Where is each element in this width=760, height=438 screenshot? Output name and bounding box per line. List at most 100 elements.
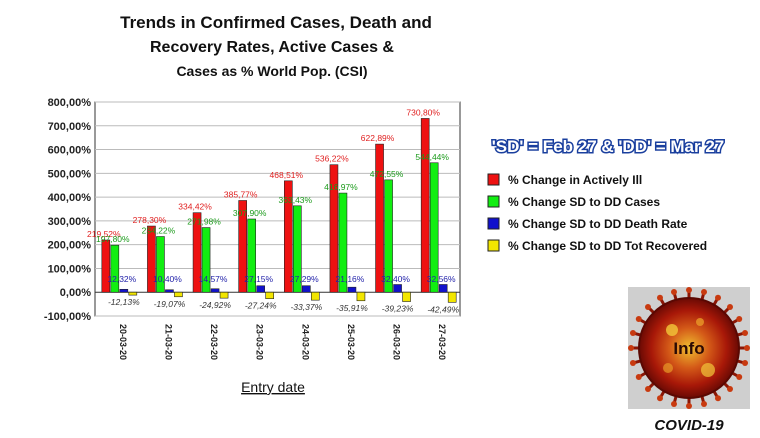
- bar: [110, 244, 120, 293]
- virus-spike-tip: [744, 345, 750, 351]
- virus-spike-tip: [628, 345, 634, 351]
- virus-spike-tip: [629, 329, 636, 336]
- x-tick-label: 23-03-20: [255, 324, 265, 360]
- bar: [429, 162, 439, 293]
- date-banner: 'SD' = Feb 27 & 'DD' = Mar 27: [492, 137, 725, 156]
- bar: [174, 291, 183, 298]
- bar: [284, 180, 293, 293]
- bar: [156, 236, 165, 293]
- bar: [402, 291, 411, 302]
- data-label: -27,24%: [245, 301, 277, 311]
- virus-spike-tip: [670, 401, 677, 408]
- virus-spike-tip: [686, 403, 692, 409]
- x-tick-label: 21-03-20: [163, 324, 173, 360]
- logo-caption: COVID-19: [654, 417, 724, 434]
- bar: [293, 205, 302, 293]
- chart-title-line-1: Trends in Confirmed Cases, Death and: [120, 13, 432, 32]
- data-label: -24,92%: [199, 300, 231, 310]
- bar: [384, 179, 393, 293]
- bars: [101, 118, 457, 303]
- data-label: 27,29%: [290, 274, 319, 284]
- bar: [438, 284, 448, 293]
- legend-swatch: [487, 173, 500, 186]
- y-tick-label: 0,00%: [60, 287, 91, 299]
- data-label: 385,77%: [224, 189, 258, 199]
- bar: [302, 285, 311, 293]
- logo-text: Info: [673, 339, 704, 358]
- bar: [311, 291, 320, 301]
- y-tick-label: 300,00%: [48, 216, 92, 228]
- legend-label: % Change SD to DD Cases: [508, 195, 660, 209]
- y-tick-label: 700,00%: [48, 121, 92, 133]
- chart-title-line-2: Recovery Rates, Active Cases &: [150, 39, 394, 56]
- bar: [256, 285, 265, 293]
- virus-spike-tip: [736, 316, 743, 322]
- data-label: -12,13%: [108, 297, 140, 307]
- bar: [192, 212, 202, 293]
- data-label: 334,42%: [178, 202, 212, 212]
- legend-swatch: [487, 239, 500, 252]
- data-label: 32,56%: [427, 274, 456, 284]
- virus-spike-tip: [644, 303, 651, 310]
- y-tick-label: 600,00%: [48, 145, 92, 157]
- bar: [201, 227, 211, 293]
- bar: [219, 291, 229, 299]
- virus-spike-tip: [715, 294, 721, 301]
- data-label: 271,98%: [187, 217, 221, 227]
- plot-area: [94, 101, 461, 317]
- bar: [265, 291, 274, 299]
- data-label: -19,07%: [154, 299, 186, 309]
- data-label: -33,37%: [290, 302, 322, 312]
- virus-spike-tip: [629, 360, 636, 367]
- data-label: 730,80%: [406, 107, 440, 117]
- bar: [238, 200, 247, 293]
- bar: [447, 291, 457, 303]
- chart-title-line-3: Cases as % World Pop. (CSI): [176, 63, 367, 79]
- y-tick-label: -100,00%: [44, 311, 91, 323]
- data-label: -39,23%: [382, 304, 414, 314]
- legend-label: % Change SD to DD Death Rate: [508, 217, 688, 231]
- virus-spike-tip: [701, 288, 708, 295]
- y-tick-label: 500,00%: [48, 168, 92, 180]
- data-label: 468,51%: [270, 170, 304, 180]
- virus-spike-tip: [635, 374, 642, 380]
- data-label: 21,16%: [336, 274, 365, 284]
- x-tick-label: 20-03-20: [118, 324, 128, 360]
- data-label: 12,32%: [107, 274, 136, 284]
- legend-swatch: [487, 195, 500, 208]
- legend-label: % Change SD to DD Tot Recovered: [508, 239, 707, 253]
- bar: [128, 291, 138, 296]
- y-tick-label: 800,00%: [48, 97, 92, 109]
- data-label: -42,49%: [427, 304, 459, 314]
- data-label: 27,15%: [244, 274, 273, 284]
- x-axis-label: Entry date: [241, 379, 305, 395]
- y-tick-label: 400,00%: [48, 192, 92, 204]
- virus-spike-tip: [686, 287, 692, 293]
- y-tick-label: 100,00%: [48, 263, 92, 275]
- bar: [165, 289, 174, 293]
- bar: [393, 284, 402, 293]
- data-label: 536,22%: [315, 154, 349, 164]
- data-label: 416,97%: [324, 182, 358, 192]
- x-tick-label: 27-03-20: [437, 324, 447, 360]
- bar: [347, 286, 357, 293]
- bar: [147, 225, 156, 293]
- data-label: -35,91%: [336, 303, 368, 313]
- virus-spike-tip: [715, 395, 721, 402]
- covid-info-logo: Info: [628, 287, 750, 409]
- data-label: 219,52%: [87, 229, 121, 239]
- virus-spike-tip: [742, 360, 749, 367]
- data-label: 234,22%: [142, 226, 176, 236]
- virus-spike-tip: [635, 316, 642, 322]
- y-axis-ticks: -100,00% 0,00% 100,00% 200,00% 300,00% 400,00…: [44, 97, 91, 323]
- data-label: 622,89%: [361, 133, 395, 143]
- virus-spike-tip: [736, 374, 743, 380]
- legend: % Change in Actively Ill % Change SD to D…: [487, 173, 707, 253]
- bar: [247, 218, 256, 293]
- grid-lines: [95, 101, 460, 317]
- x-tick-label: 22-03-20: [209, 324, 219, 360]
- data-label: 197,80%: [96, 234, 130, 244]
- data-label: 10,40%: [153, 274, 182, 284]
- virus-spike-tip: [657, 294, 663, 301]
- virus-spike-tip: [727, 303, 734, 310]
